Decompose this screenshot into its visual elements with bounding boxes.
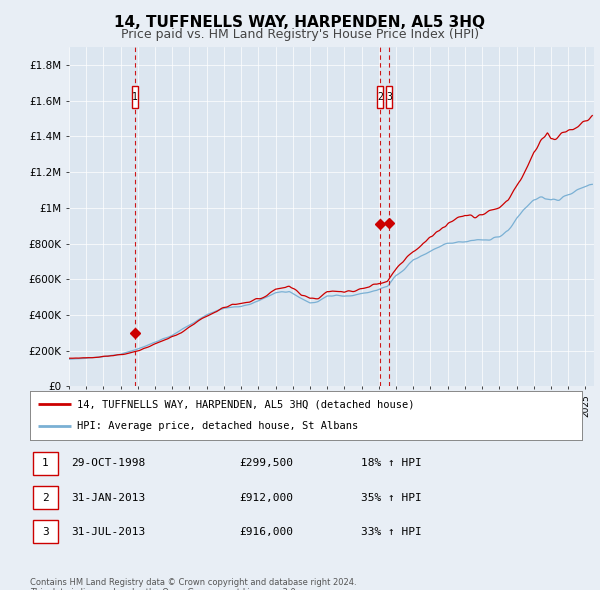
Text: £916,000: £916,000: [240, 527, 294, 537]
FancyBboxPatch shape: [377, 87, 383, 108]
Text: 31-JAN-2013: 31-JAN-2013: [71, 493, 146, 503]
Text: 29-OCT-1998: 29-OCT-1998: [71, 458, 146, 468]
FancyBboxPatch shape: [33, 452, 58, 475]
Text: 14, TUFFNELLS WAY, HARPENDEN, AL5 3HQ: 14, TUFFNELLS WAY, HARPENDEN, AL5 3HQ: [115, 15, 485, 30]
FancyBboxPatch shape: [33, 486, 58, 509]
Text: 2: 2: [42, 493, 49, 503]
Text: Price paid vs. HM Land Registry's House Price Index (HPI): Price paid vs. HM Land Registry's House …: [121, 28, 479, 41]
Text: 3: 3: [386, 92, 392, 102]
FancyBboxPatch shape: [33, 520, 58, 543]
FancyBboxPatch shape: [386, 87, 392, 108]
Text: 3: 3: [42, 527, 49, 537]
Text: 33% ↑ HPI: 33% ↑ HPI: [361, 527, 422, 537]
Text: Contains HM Land Registry data © Crown copyright and database right 2024.: Contains HM Land Registry data © Crown c…: [30, 578, 356, 586]
Text: 1: 1: [42, 458, 49, 468]
Text: 2: 2: [377, 92, 383, 102]
Text: 14, TUFFNELLS WAY, HARPENDEN, AL5 3HQ (detached house): 14, TUFFNELLS WAY, HARPENDEN, AL5 3HQ (d…: [77, 399, 415, 409]
Text: £299,500: £299,500: [240, 458, 294, 468]
Text: 18% ↑ HPI: 18% ↑ HPI: [361, 458, 422, 468]
Text: 35% ↑ HPI: 35% ↑ HPI: [361, 493, 422, 503]
Text: £912,000: £912,000: [240, 493, 294, 503]
Text: This data is licensed under the Open Government Licence v3.0.: This data is licensed under the Open Gov…: [30, 588, 298, 590]
Text: 1: 1: [132, 92, 138, 102]
Text: HPI: Average price, detached house, St Albans: HPI: Average price, detached house, St A…: [77, 421, 358, 431]
FancyBboxPatch shape: [132, 87, 138, 108]
Text: 31-JUL-2013: 31-JUL-2013: [71, 527, 146, 537]
